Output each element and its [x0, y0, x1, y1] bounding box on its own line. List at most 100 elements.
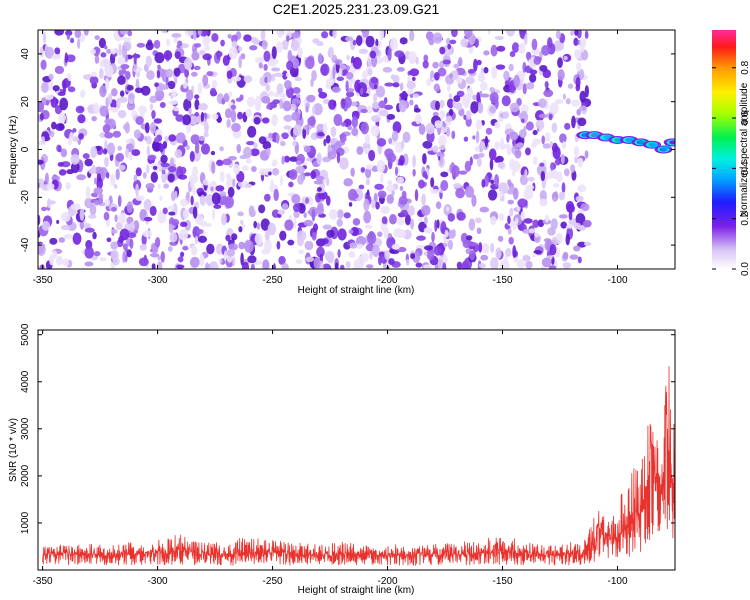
noise-speckle [47, 200, 56, 205]
noise-speckle [271, 114, 278, 127]
noise-speckle [168, 211, 176, 216]
noise-speckle [55, 123, 65, 132]
noise-speckle [538, 98, 547, 109]
noise-speckle [174, 51, 181, 60]
noise-speckle [446, 83, 451, 93]
noise-speckle [332, 66, 336, 79]
noise-speckle [539, 198, 548, 207]
noise-speckle [573, 37, 579, 47]
noise-speckle [334, 59, 343, 65]
spectrogram-y-label: Frequency (Hz) [8, 116, 19, 185]
noise-speckle [243, 34, 252, 42]
noise-speckle [584, 150, 589, 159]
noise-speckle [203, 131, 209, 138]
noise-speckle [265, 84, 271, 92]
noise-speckle [333, 113, 343, 127]
noise-speckle [118, 96, 128, 103]
snr-x-ticks: -350 -300 -250 -200 -150 -100 [33, 330, 628, 587]
noise-speckle [122, 251, 126, 263]
noise-speckle [143, 198, 152, 211]
noise-speckle [478, 242, 483, 253]
noise-speckle [511, 42, 520, 53]
noise-speckle [110, 241, 118, 250]
noise-speckle [104, 156, 109, 168]
noise-speckle [402, 131, 411, 143]
noise-speckle [532, 219, 540, 229]
noise-speckle [41, 81, 49, 94]
noise-speckle [156, 70, 161, 79]
noise-speckle [167, 205, 175, 210]
noise-speckle [371, 77, 379, 84]
noise-speckle [440, 180, 449, 191]
noise-speckle [260, 30, 266, 42]
noise-speckle [256, 222, 261, 230]
noise-speckle [487, 189, 498, 201]
noise-speckle [277, 209, 286, 215]
colorbar-tick-label: 0.8 [740, 60, 750, 74]
noise-speckle [371, 101, 381, 110]
noise-speckle [149, 121, 157, 134]
noise-speckle [539, 65, 548, 72]
noise-speckle [507, 179, 512, 187]
noise-speckle [360, 166, 366, 173]
noise-speckle [275, 133, 280, 144]
noise-speckle [554, 103, 559, 108]
noise-speckle [153, 136, 159, 143]
noise-speckle [99, 85, 107, 98]
noise-speckle [537, 219, 545, 228]
noise-speckle [208, 261, 219, 269]
snr-panel: -350 -300 -250 -200 -150 -100 1000 2000 3000 400… [8, 323, 676, 596]
noise-speckle [328, 208, 338, 220]
noise-speckle [151, 109, 156, 120]
noise-speckle [569, 254, 579, 260]
noise-speckle [527, 176, 535, 182]
noise-speckle [106, 142, 116, 156]
noise-speckle [168, 134, 177, 142]
noise-speckle [445, 115, 453, 123]
noise-speckle [222, 158, 233, 166]
noise-speckle [418, 217, 423, 223]
noise-speckle [83, 30, 89, 36]
noise-speckle [311, 69, 317, 82]
noise-speckle [159, 195, 163, 201]
snr-x-tick-label: -250 [263, 576, 283, 587]
noise-speckle [380, 173, 384, 184]
noise-speckle [222, 55, 230, 66]
noise-speckle [82, 74, 93, 80]
noise-speckle [345, 260, 351, 269]
noise-speckle [414, 189, 419, 202]
noise-speckle [288, 214, 293, 221]
noise-speckle [366, 105, 373, 114]
spectrogram-x-tick-label: -250 [263, 275, 283, 286]
noise-speckle [446, 98, 455, 109]
noise-speckle [74, 30, 82, 39]
noise-speckle [93, 102, 100, 115]
noise-speckle [232, 178, 236, 188]
noise-speckle [322, 98, 331, 105]
noise-speckle [93, 187, 104, 195]
noise-speckle [154, 237, 161, 248]
noise-speckle [51, 175, 61, 182]
noise-speckle [275, 41, 283, 54]
noise-speckle [76, 174, 87, 181]
noise-speckle [577, 184, 587, 193]
noise-speckle [121, 45, 128, 58]
noise-speckle [182, 208, 189, 220]
noise-speckle [345, 36, 354, 42]
noise-speckle [303, 212, 307, 218]
noise-speckle [465, 235, 473, 241]
noise-speckle [133, 174, 138, 182]
noise-speckle [142, 171, 147, 179]
noise-speckle [133, 52, 137, 65]
noise-speckle [41, 136, 45, 144]
noise-speckle [542, 143, 552, 149]
noise-speckle [118, 43, 122, 57]
noise-speckle [247, 255, 257, 264]
noise-speckle [386, 113, 396, 120]
noise-speckle [227, 186, 235, 198]
spectrogram-y-tick-label: -40 [20, 237, 31, 252]
noise-speckle [562, 261, 572, 269]
noise-speckle [577, 157, 583, 168]
noise-speckle [160, 162, 170, 168]
noise-speckle [400, 209, 409, 217]
